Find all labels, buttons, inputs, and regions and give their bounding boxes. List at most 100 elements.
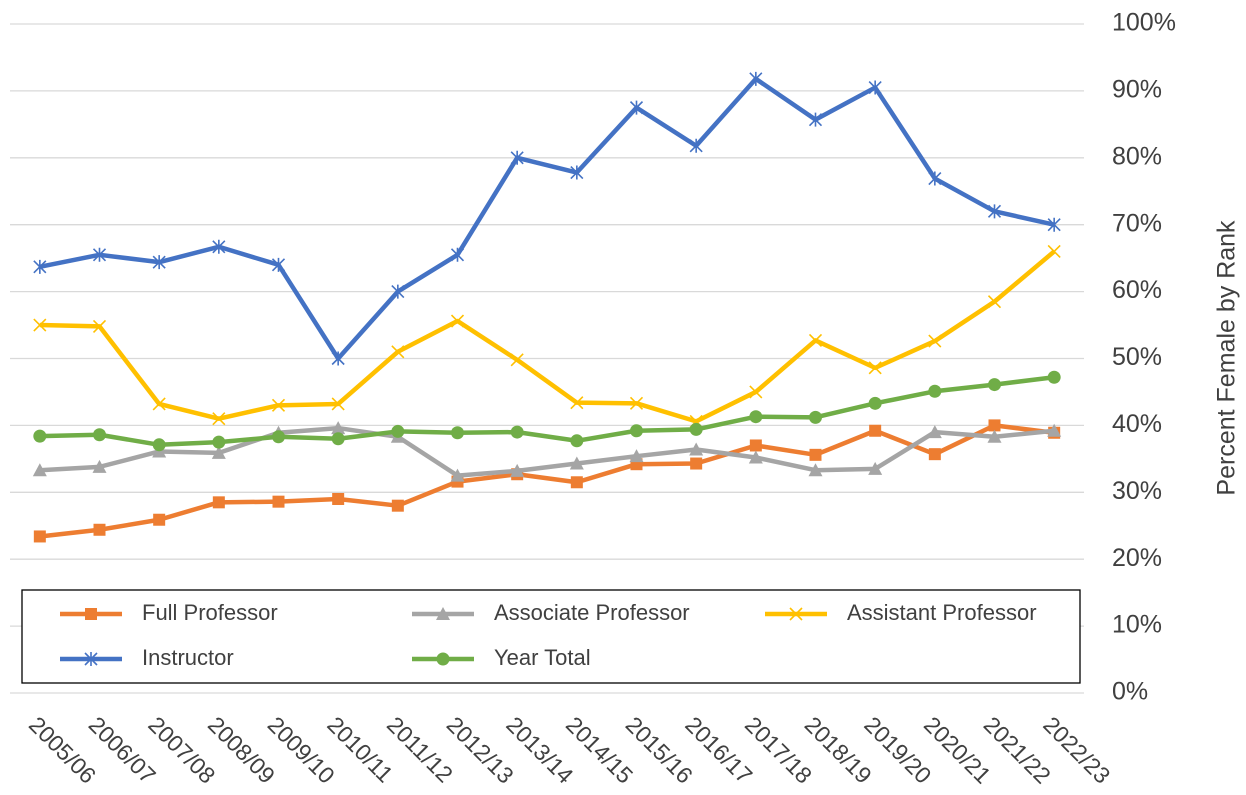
marker-shape: [749, 439, 762, 452]
marker: [629, 396, 644, 410]
marker: [93, 428, 106, 442]
x-tick-label: 2022/23: [1038, 711, 1115, 788]
legend-label: Year Total: [494, 645, 591, 670]
marker-shape: [33, 318, 47, 332]
y-tick-label: 20%: [1112, 544, 1162, 572]
marker: [868, 361, 882, 375]
marker: [570, 165, 584, 180]
marker: [436, 652, 450, 666]
marker-shape: [436, 652, 450, 666]
marker-shape: [33, 259, 47, 274]
marker: [570, 476, 583, 489]
marker-shape: [272, 430, 285, 444]
marker: [868, 396, 882, 410]
marker-shape: [689, 422, 703, 436]
legend-label: Assistant Professor: [847, 600, 1037, 625]
marker-shape: [868, 361, 882, 375]
marker: [570, 396, 584, 410]
marker: [689, 138, 703, 153]
marker: [33, 259, 47, 274]
marker: [33, 429, 47, 443]
marker-shape: [748, 450, 763, 464]
y-tick-label: 60%: [1112, 276, 1162, 304]
marker: [808, 333, 823, 348]
marker: [928, 171, 942, 186]
marker-shape: [85, 608, 97, 620]
marker: [1047, 244, 1061, 259]
marker: [988, 419, 1001, 432]
marker-shape: [869, 424, 882, 437]
marker: [436, 607, 450, 620]
marker: [152, 438, 166, 452]
marker-shape: [331, 432, 345, 446]
marker: [749, 410, 763, 424]
marker: [928, 384, 942, 398]
marker-shape: [749, 385, 763, 399]
marker-shape: [212, 435, 226, 449]
marker: [391, 499, 404, 512]
y-tick-label: 0%: [1112, 678, 1148, 706]
marker: [391, 284, 405, 299]
marker: [331, 351, 345, 366]
marker: [211, 445, 226, 459]
marker-shape: [988, 419, 1001, 432]
marker-shape: [510, 463, 525, 477]
marker: [869, 424, 882, 437]
marker: [32, 463, 47, 477]
y-axis-title: Percent Female by Rank: [1213, 220, 1241, 496]
marker: [510, 425, 524, 439]
marker-shape: [450, 468, 465, 482]
marker-shape: [93, 428, 106, 442]
marker-shape: [749, 71, 763, 86]
marker: [808, 112, 823, 127]
series-line: [39, 425, 1055, 478]
marker-shape: [1047, 244, 1061, 259]
marker: [510, 353, 524, 367]
marker: [84, 652, 98, 666]
marker: [33, 530, 46, 543]
marker: [1047, 370, 1061, 384]
marker: [272, 430, 285, 444]
marker-shape: [570, 396, 584, 410]
marker-shape: [629, 449, 644, 463]
marker-shape: [808, 463, 823, 477]
marker: [629, 100, 644, 115]
marker-shape: [212, 412, 226, 426]
legend-label: Full Professor: [142, 600, 278, 625]
marker: [749, 71, 763, 86]
marker: [450, 468, 465, 482]
marker-shape: [689, 442, 704, 456]
marker-shape: [391, 284, 405, 299]
y-tick-label: 100%: [1112, 9, 1176, 37]
marker-shape: [1047, 423, 1062, 437]
marker-shape: [570, 165, 584, 180]
marker: [85, 608, 97, 620]
marker-shape: [32, 463, 47, 477]
marker-shape: [212, 496, 225, 509]
marker: [391, 345, 405, 359]
marker-shape: [271, 398, 286, 412]
marker-shape: [510, 150, 524, 165]
marker-shape: [928, 171, 942, 186]
marker: [1047, 217, 1061, 232]
marker-shape: [331, 421, 346, 435]
marker-shape: [868, 80, 882, 95]
marker: [1047, 423, 1062, 437]
marker-shape: [928, 334, 942, 348]
marker: [450, 314, 465, 328]
marker-shape: [84, 652, 98, 666]
marker-shape: [987, 429, 1002, 443]
y-tick-label: 10%: [1112, 611, 1162, 639]
marker-shape: [451, 426, 464, 440]
marker-shape: [690, 457, 703, 470]
marker: [152, 397, 166, 411]
marker-shape: [152, 438, 166, 452]
marker: [331, 421, 346, 435]
marker: [570, 434, 584, 448]
y-tick-label: 50%: [1112, 343, 1162, 371]
marker: [927, 425, 942, 439]
marker: [212, 239, 226, 254]
x-tick-label: 2011/12: [382, 711, 458, 787]
marker-shape: [629, 100, 644, 115]
